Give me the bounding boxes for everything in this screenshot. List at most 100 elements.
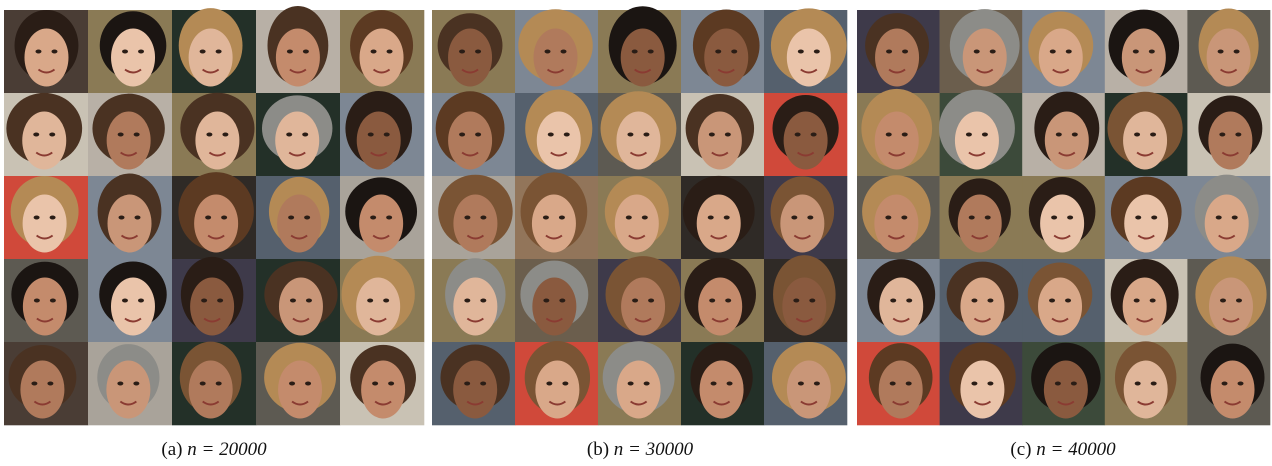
eye: [901, 216, 907, 220]
face: [1124, 195, 1168, 253]
face: [1209, 278, 1253, 336]
face-image: [857, 175, 940, 259]
face: [453, 195, 497, 253]
eye: [725, 133, 731, 137]
eye: [562, 382, 568, 386]
face: [276, 29, 320, 87]
face-image: [340, 342, 424, 425]
eye: [559, 299, 565, 303]
eye: [216, 50, 222, 54]
face: [189, 29, 233, 87]
face-image: [681, 258, 764, 343]
face-image: [681, 176, 764, 259]
face-image: [88, 174, 172, 260]
face-image: [515, 9, 598, 93]
eye: [1135, 216, 1141, 220]
face: [874, 195, 918, 253]
eye: [464, 216, 470, 220]
face-image: [764, 93, 847, 176]
face: [879, 278, 923, 336]
eye: [543, 299, 549, 303]
eye: [216, 382, 222, 386]
eye: [459, 133, 465, 137]
face: [20, 361, 64, 419]
eye: [627, 133, 633, 137]
face: [190, 278, 234, 336]
face: [1040, 195, 1084, 253]
eye: [890, 382, 896, 386]
eye: [902, 133, 908, 137]
face-image: [172, 257, 256, 342]
eye: [205, 216, 211, 220]
face: [787, 29, 831, 87]
eye: [222, 133, 228, 137]
eye: [119, 216, 125, 220]
eye: [47, 382, 53, 386]
face-image: [340, 256, 424, 343]
face: [279, 278, 323, 336]
face-image: [1187, 93, 1270, 176]
eye: [31, 382, 37, 386]
eye: [632, 50, 638, 54]
face: [704, 29, 748, 87]
eye: [480, 216, 486, 220]
caption-math: n = 40000: [1036, 439, 1116, 460]
eye: [974, 50, 980, 54]
face: [532, 195, 576, 253]
eye: [644, 382, 650, 386]
eye: [34, 299, 40, 303]
face-image: [857, 89, 940, 176]
eye: [306, 299, 312, 303]
eye: [1219, 133, 1225, 137]
face: [780, 195, 824, 253]
eye: [50, 216, 56, 220]
eye: [304, 216, 310, 220]
eye: [990, 50, 996, 54]
eye: [1151, 382, 1157, 386]
eye: [795, 133, 801, 137]
eye: [1232, 216, 1238, 220]
face-image: [940, 342, 1023, 425]
face: [23, 195, 67, 253]
face: [1211, 361, 1255, 419]
face: [194, 195, 238, 253]
caption-label: (a): [161, 439, 182, 460]
eye: [1051, 216, 1057, 220]
eye: [305, 382, 311, 386]
face-image: [515, 172, 598, 259]
eye: [791, 216, 797, 220]
face: [700, 361, 744, 419]
eye: [368, 133, 374, 137]
face-image: [4, 176, 88, 259]
eye: [286, 133, 292, 137]
eye: [798, 50, 804, 54]
face: [23, 278, 67, 336]
caption-math: n = 30000: [614, 439, 694, 460]
eye: [982, 133, 988, 137]
eye: [642, 216, 648, 220]
face: [698, 278, 742, 336]
eye: [814, 382, 820, 386]
face: [1205, 195, 1249, 253]
face: [1045, 112, 1089, 170]
face-image: [1187, 9, 1270, 94]
eye: [122, 299, 128, 303]
face-image: [172, 342, 256, 426]
eye: [628, 382, 634, 386]
eye: [200, 382, 206, 386]
caption-math: n = 20000: [187, 439, 267, 460]
face: [615, 195, 659, 253]
face-image: [515, 259, 598, 342]
eye: [302, 133, 308, 137]
face-image: [88, 259, 172, 342]
eye: [201, 299, 207, 303]
eye: [969, 216, 975, 220]
face: [621, 278, 665, 336]
face-image: [256, 6, 340, 93]
face-image: [1105, 259, 1188, 342]
face: [698, 112, 742, 170]
face-image: [432, 342, 515, 425]
eye: [709, 133, 715, 137]
eye: [715, 50, 721, 54]
eye: [814, 50, 820, 54]
